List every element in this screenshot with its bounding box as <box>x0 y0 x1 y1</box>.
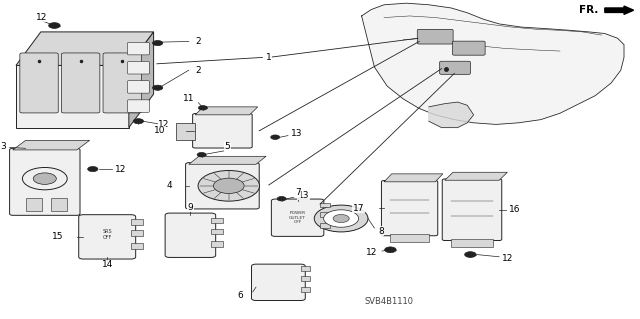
Polygon shape <box>16 32 154 65</box>
Bar <box>131 243 143 249</box>
FancyBboxPatch shape <box>127 62 149 74</box>
Bar <box>301 266 310 271</box>
Polygon shape <box>189 156 266 164</box>
Polygon shape <box>195 107 258 115</box>
FancyBboxPatch shape <box>127 100 149 112</box>
Text: 14: 14 <box>102 260 113 269</box>
Circle shape <box>314 205 368 232</box>
Text: 10: 10 <box>154 126 166 135</box>
FancyBboxPatch shape <box>127 81 149 93</box>
Text: POWER
OUTLET
OFF: POWER OUTLET OFF <box>289 211 306 224</box>
Polygon shape <box>129 32 154 128</box>
Text: 13: 13 <box>298 191 309 200</box>
Bar <box>176 123 195 140</box>
Circle shape <box>385 247 396 253</box>
FancyBboxPatch shape <box>252 264 305 300</box>
Circle shape <box>152 85 163 90</box>
Circle shape <box>333 214 349 223</box>
Text: 2: 2 <box>196 37 201 46</box>
Text: 8: 8 <box>378 227 383 236</box>
Text: 12: 12 <box>502 254 514 263</box>
Bar <box>131 219 143 225</box>
Circle shape <box>214 178 244 193</box>
FancyBboxPatch shape <box>193 114 252 148</box>
Text: 1: 1 <box>266 53 271 62</box>
Text: SVB4B1110: SVB4B1110 <box>365 297 413 306</box>
FancyBboxPatch shape <box>440 61 470 74</box>
FancyBboxPatch shape <box>61 53 100 113</box>
Circle shape <box>152 41 163 46</box>
Bar <box>26 198 42 211</box>
Circle shape <box>197 152 206 157</box>
Bar <box>131 230 143 236</box>
Circle shape <box>198 170 260 201</box>
Text: 11: 11 <box>183 94 195 103</box>
FancyBboxPatch shape <box>10 148 80 215</box>
FancyBboxPatch shape <box>381 181 438 236</box>
Polygon shape <box>605 6 634 14</box>
FancyBboxPatch shape <box>452 41 485 55</box>
Circle shape <box>324 210 358 227</box>
Text: 15: 15 <box>52 232 63 241</box>
Text: 16: 16 <box>509 205 520 214</box>
Circle shape <box>198 106 207 110</box>
Circle shape <box>465 252 476 257</box>
Bar <box>301 276 310 281</box>
FancyBboxPatch shape <box>103 53 141 113</box>
Polygon shape <box>384 174 443 182</box>
Circle shape <box>133 119 143 124</box>
Circle shape <box>33 173 56 184</box>
Text: 5: 5 <box>225 142 230 151</box>
Bar <box>320 212 330 217</box>
Text: 12: 12 <box>158 120 170 129</box>
Text: 9: 9 <box>188 203 193 212</box>
Circle shape <box>88 167 98 172</box>
Text: 13: 13 <box>291 130 303 138</box>
FancyBboxPatch shape <box>165 213 216 257</box>
Text: 12: 12 <box>115 165 127 174</box>
Text: 6: 6 <box>237 291 243 300</box>
Text: 2: 2 <box>196 66 201 75</box>
Circle shape <box>271 135 280 139</box>
Bar <box>211 218 223 223</box>
Circle shape <box>49 23 60 28</box>
Bar <box>211 241 223 247</box>
Text: 3: 3 <box>1 142 6 151</box>
Text: 12: 12 <box>36 13 47 22</box>
Polygon shape <box>362 3 624 124</box>
Bar <box>451 239 493 247</box>
Bar <box>390 234 429 242</box>
Text: SRS
OFF: SRS OFF <box>102 229 112 240</box>
Bar <box>211 229 223 234</box>
Circle shape <box>277 197 286 201</box>
Bar <box>301 287 310 292</box>
FancyBboxPatch shape <box>271 199 324 236</box>
Bar <box>320 203 330 207</box>
Bar <box>320 223 330 228</box>
Bar <box>51 198 67 211</box>
FancyBboxPatch shape <box>417 29 453 44</box>
Text: 4: 4 <box>167 181 172 190</box>
FancyBboxPatch shape <box>20 53 58 113</box>
Polygon shape <box>16 65 129 128</box>
FancyBboxPatch shape <box>79 215 136 259</box>
FancyBboxPatch shape <box>127 42 149 55</box>
FancyBboxPatch shape <box>442 179 502 241</box>
Text: FR.: FR. <box>579 5 598 15</box>
FancyBboxPatch shape <box>186 163 259 209</box>
Polygon shape <box>429 102 474 128</box>
Text: 17: 17 <box>353 204 364 213</box>
Text: 7: 7 <box>295 189 300 197</box>
Polygon shape <box>445 172 508 180</box>
Polygon shape <box>13 140 90 150</box>
Text: 12: 12 <box>365 249 377 257</box>
